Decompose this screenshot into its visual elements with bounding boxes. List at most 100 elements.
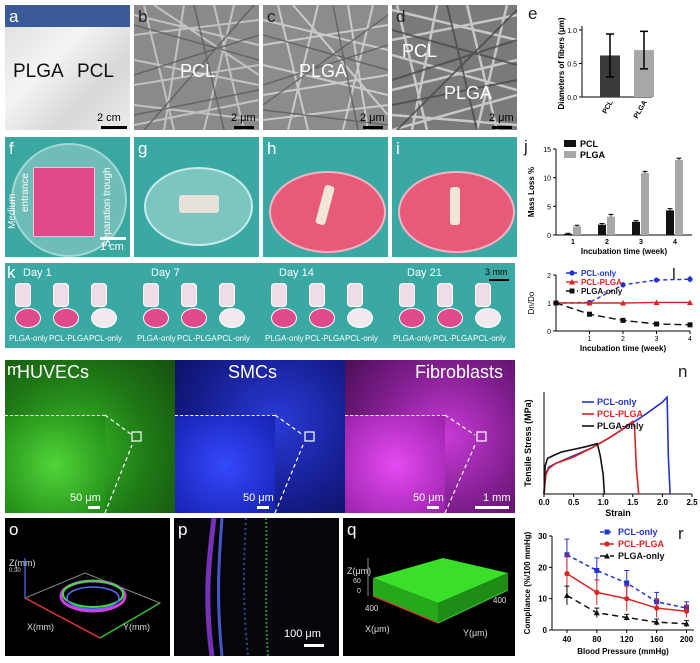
smc-title: SMCs	[228, 362, 277, 382]
data-point	[654, 321, 659, 327]
legend-label: PCL-only	[581, 269, 617, 278]
y-tick-label: 1	[547, 301, 551, 308]
panel-a-photo: a PLGA PCL 2 cm	[5, 5, 130, 130]
panel-c-sem: c PLGA 2 μm	[263, 5, 388, 130]
scaffold-sample	[437, 283, 453, 307]
panel-h-photo: h	[263, 137, 388, 257]
panel-label: d	[396, 7, 406, 26]
data-point	[586, 300, 593, 306]
data-point	[620, 282, 626, 288]
panel-label: r	[678, 524, 684, 543]
bar	[634, 50, 654, 97]
y-tick-label: 0	[543, 626, 548, 635]
scaffold-sample	[347, 308, 373, 328]
legend-label: PLGA-only	[597, 421, 644, 431]
sample-label: PLGA-only	[137, 334, 176, 343]
medium-text: Medium	[7, 193, 18, 229]
o-3d-plot	[23, 558, 162, 639]
scaffold-sample	[181, 308, 207, 328]
scaffold-sample	[271, 283, 287, 307]
scaffold-sample	[181, 283, 197, 307]
scaffold-sample	[53, 308, 79, 328]
legend-swatch	[564, 140, 576, 147]
legend-label: PLGA	[580, 150, 606, 160]
panel-label: l	[672, 265, 676, 284]
y-axis-label: Tensile Stress (MPa)	[523, 399, 533, 486]
scale-bar	[489, 279, 509, 281]
z-axis-label: Z(μm)	[347, 566, 372, 576]
chart-l: l 0 1 2 1 2 3 4 PCL-only PCL-PLGA PLGA-only Incuba…	[520, 263, 698, 355]
y-axis-label: Y(μm)	[463, 628, 488, 638]
x-tick-label: 3	[655, 336, 659, 343]
legend-label: PCL	[580, 139, 599, 149]
scale-bar	[257, 506, 269, 509]
sample-label: PCL-PLGA	[433, 334, 473, 343]
data-point	[687, 276, 693, 282]
sample-label: PCL-PLGA	[177, 334, 217, 343]
panel-m-fluorescence: m HUVECs SMCs Fibroblasts 50 μm 50 μm 50…	[5, 360, 515, 513]
legend-label: PCL-PLGA	[581, 278, 622, 287]
data-point	[620, 300, 626, 306]
scaffold-sample	[309, 308, 335, 328]
x-tick-label: 40	[562, 635, 571, 644]
sample-label: PCL-PLGA	[49, 334, 89, 343]
day-21-label: Day 21	[407, 267, 442, 279]
scale-bar	[304, 644, 324, 647]
data-point	[624, 580, 630, 586]
legend-swatch	[564, 151, 576, 158]
fiber-texture	[134, 5, 259, 130]
data-point	[653, 619, 660, 625]
data-point	[687, 322, 693, 328]
panel-title: PCL	[180, 61, 216, 81]
legend-marker	[569, 279, 575, 285]
y-tick-label: 0	[547, 329, 551, 336]
chart-j: j 0 5 10 15 1 2 3 4 Incubation time (week) Mass L…	[520, 137, 698, 261]
scale-label: 50 μm	[413, 492, 444, 504]
entrance-text: entrance	[20, 173, 31, 212]
scale-bar	[101, 126, 127, 129]
scale-bar	[88, 506, 100, 509]
scale-label: 2 μm	[489, 112, 514, 124]
sample-label: PLGA-only	[393, 334, 432, 343]
legend-label: PCL-PLGA	[618, 539, 664, 549]
scale-label: 1 cm	[100, 241, 124, 253]
data-point	[624, 596, 630, 602]
q-3d-plot	[367, 558, 509, 624]
panel-label: i	[396, 139, 400, 158]
fibroblast-title: Fibroblasts	[415, 362, 504, 382]
day-7-label: Day 7	[151, 267, 180, 279]
scale-bar	[427, 506, 439, 509]
x-tick-label: 200	[680, 635, 694, 644]
x-tick-label: 4	[673, 239, 677, 246]
blue-backdrop	[5, 5, 130, 27]
data-point	[587, 311, 592, 317]
bar	[641, 173, 649, 235]
z-tick: 0.30	[9, 568, 21, 574]
y-tick-label: 0.5	[567, 62, 577, 69]
fiber-texture	[392, 5, 517, 130]
scaffold-sample	[53, 283, 69, 307]
legend-label: PCL-PLGA	[597, 409, 643, 419]
data-point	[654, 605, 660, 611]
sample-label: PCL-only	[345, 334, 378, 343]
x-tick-label: 0.5	[568, 498, 580, 507]
panel-label: f	[9, 139, 14, 158]
sample-label: PCL-only	[89, 334, 122, 343]
x-tick: 400	[365, 604, 379, 613]
data-point	[564, 571, 570, 577]
y-axis-label: Diameters of fibers (μm)	[557, 17, 566, 109]
panel-o-3d: o Z(mm) 0.30 X(mm) Y(mm)	[5, 518, 170, 656]
day-14-label: Day 14	[279, 267, 314, 279]
p-layers	[205, 518, 269, 656]
bar	[598, 224, 606, 235]
scaffold-sample	[399, 308, 425, 328]
panel-label: g	[138, 139, 148, 158]
panel-label: p	[178, 520, 188, 539]
plga-title: PLGA	[444, 83, 493, 103]
legend-label: PLGA-only	[618, 551, 665, 561]
x-tick-label: 2	[605, 239, 609, 246]
scale-label: 50 μm	[243, 492, 274, 504]
legend-marker	[604, 541, 610, 547]
panel-q-3d: q Z(μm) 60 0 400 400 X(μm) Y(μm)	[343, 518, 515, 656]
data-point	[683, 608, 690, 614]
